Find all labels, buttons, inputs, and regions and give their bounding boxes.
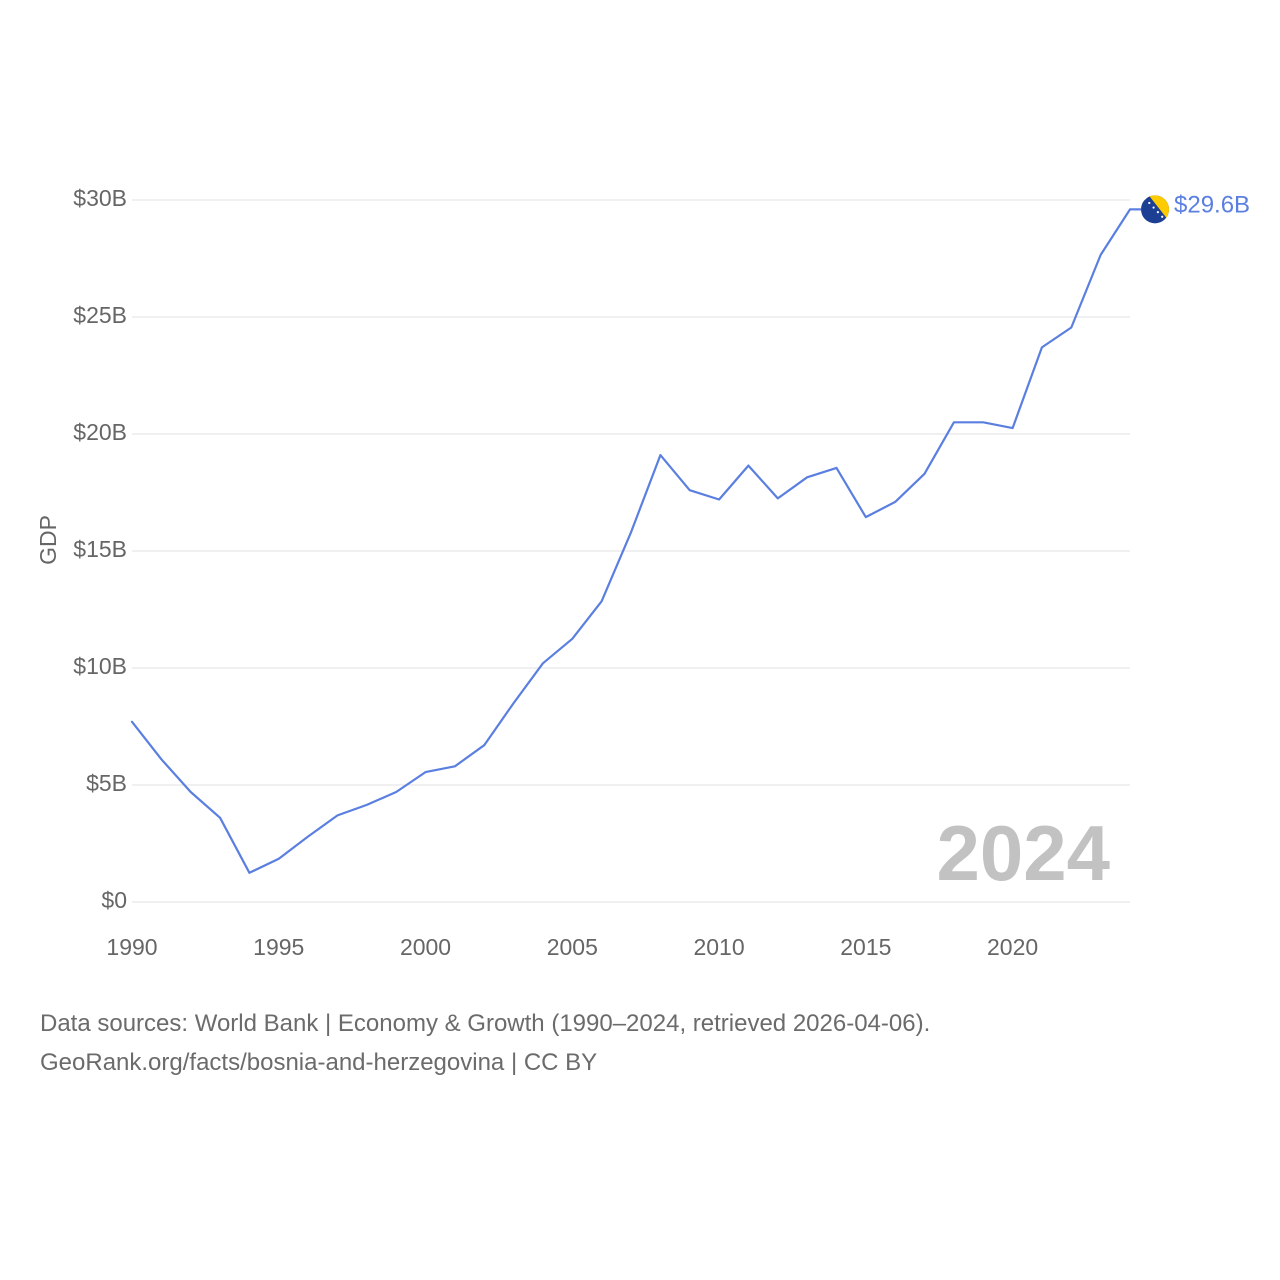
y-tick-label: $15B	[73, 536, 127, 562]
y-tick-label: $0	[101, 887, 127, 913]
flag-star	[1161, 215, 1164, 218]
source-line-2: GeoRank.org/facts/bosnia-and-herzegovina…	[40, 1049, 598, 1076]
y-tick-label: $10B	[73, 653, 127, 679]
flag-star	[1143, 197, 1147, 200]
flag-star	[1148, 201, 1151, 205]
y-tick-label: $5B	[86, 770, 127, 796]
x-tick-label: 2010	[693, 934, 744, 960]
year-watermark: 2024	[936, 809, 1110, 897]
x-tick-label: 2000	[400, 934, 451, 960]
y-axis-ticks: $0 $5B $10B $15B $20B $25B $30B	[73, 185, 127, 913]
source-note: Data sources: World Bank | Economy & Gro…	[40, 1004, 930, 1082]
end-value-label: $29.6B	[1174, 192, 1250, 219]
gridlines	[132, 199, 1130, 903]
y-tick-label: $30B	[73, 185, 127, 211]
bosnia-flag-icon	[1130, 195, 1169, 224]
x-tick-label: 2015	[840, 934, 891, 960]
flag-star	[1156, 211, 1159, 214]
x-tick-label: 1990	[106, 934, 157, 960]
gdp-line-chart: $0 $5B $10B $15B $20B $25B $30B 1990 1995 2000 20…	[35, 185, 1250, 960]
x-axis-ticks: 1990 1995 2000 2005 2010 2015 2020	[106, 934, 1038, 960]
x-tick-label: 2005	[547, 934, 598, 960]
y-axis-label: GDP	[35, 515, 61, 565]
y-tick-label: $20B	[73, 419, 127, 445]
x-tick-label: 2020	[987, 934, 1038, 960]
x-tick-label: 1995	[253, 934, 304, 960]
gdp-series-line	[130, 208, 1132, 874]
flag-star	[1165, 220, 1168, 223]
source-line-1: Data sources: World Bank | Economy & Gro…	[40, 1010, 931, 1037]
flag-star	[1152, 206, 1155, 209]
y-tick-label: $25B	[73, 302, 127, 328]
flag-body	[1141, 195, 1169, 224]
